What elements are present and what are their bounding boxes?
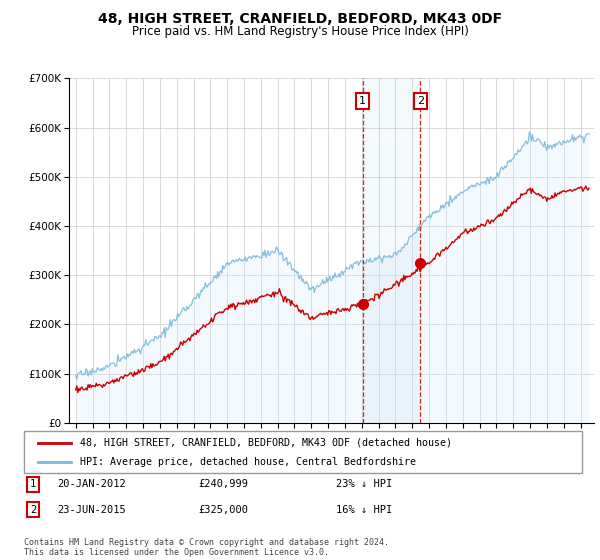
Text: £325,000: £325,000 [198,505,248,515]
FancyBboxPatch shape [24,431,582,473]
Text: 48, HIGH STREET, CRANFIELD, BEDFORD, MK43 0DF: 48, HIGH STREET, CRANFIELD, BEDFORD, MK4… [98,12,502,26]
Text: 23% ↓ HPI: 23% ↓ HPI [336,479,392,489]
Bar [363,78,421,423]
Text: 48, HIGH STREET, CRANFIELD, BEDFORD, MK43 0DF (detached house): 48, HIGH STREET, CRANFIELD, BEDFORD, MK4… [80,437,452,447]
Text: 2: 2 [30,505,36,515]
Text: 16% ↓ HPI: 16% ↓ HPI [336,505,392,515]
Text: 20-JAN-2012: 20-JAN-2012 [57,479,126,489]
Text: HPI: Average price, detached house, Central Bedfordshire: HPI: Average price, detached house, Cent… [80,457,416,467]
Text: 1: 1 [359,96,366,106]
Text: 2: 2 [417,96,424,106]
Text: 1: 1 [30,479,36,489]
Text: 23-JUN-2015: 23-JUN-2015 [57,505,126,515]
Text: Contains HM Land Registry data © Crown copyright and database right 2024.
This d: Contains HM Land Registry data © Crown c… [24,538,389,557]
Text: £240,999: £240,999 [198,479,248,489]
Text: Price paid vs. HM Land Registry's House Price Index (HPI): Price paid vs. HM Land Registry's House … [131,25,469,38]
